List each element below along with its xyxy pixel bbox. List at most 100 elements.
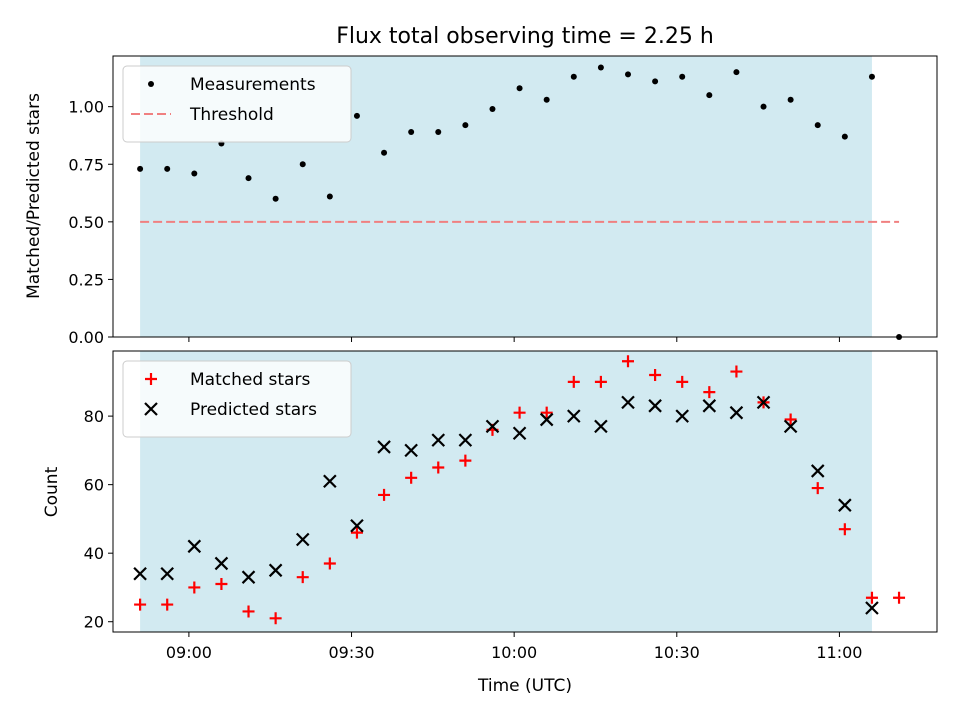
predicted-star-point — [783, 419, 798, 434]
predicted-star-point — [702, 399, 717, 413]
predicted-star-point — [675, 409, 689, 423]
y-tick-label: 20 — [84, 613, 104, 632]
matched-star-point — [134, 598, 147, 611]
y-tick-label: 60 — [84, 476, 104, 495]
axes-frame — [112, 350, 938, 633]
legend-measurements-marker — [148, 81, 154, 87]
predicted-star-point — [648, 399, 662, 413]
measurement-point — [868, 73, 875, 80]
legend-box — [122, 360, 352, 438]
matched-star-point — [161, 598, 174, 611]
y-tick-label: 1.00 — [68, 98, 104, 117]
matched-star-point — [350, 526, 363, 539]
matched-star-point — [323, 557, 336, 570]
measurement-point — [462, 122, 469, 129]
measurement-point — [408, 129, 415, 136]
measurement-point — [299, 161, 306, 168]
predicted-star-point — [241, 570, 256, 584]
measurement-point — [787, 96, 794, 103]
predicted-star-point — [295, 532, 310, 547]
predicted-star-point — [865, 601, 879, 615]
y-tick-label: 40 — [84, 544, 104, 563]
y-tick-label: 0.75 — [68, 155, 104, 174]
predicted-star-point — [539, 412, 554, 427]
predicted-star-point — [268, 563, 283, 578]
top-y-axis-label: Matched/Predicted stars — [24, 93, 44, 299]
matched-star-point — [296, 571, 309, 584]
measurement-point — [706, 92, 713, 99]
legend-matched-marker — [145, 373, 157, 385]
y-tick-label: 0.25 — [68, 270, 104, 289]
x-axis-label: Time (UTC) — [477, 676, 572, 696]
predicted-star-point — [512, 426, 527, 441]
predicted-star-point — [187, 539, 202, 554]
predicted-star-point — [377, 440, 391, 454]
measurement-point — [841, 133, 848, 140]
legend-box — [122, 65, 352, 143]
predicted-star-point — [133, 566, 147, 581]
measurement-point — [760, 103, 767, 110]
matched-star-point — [703, 386, 716, 399]
predicted-star-point — [756, 395, 771, 410]
matched-star-point — [594, 375, 607, 388]
x-tick-label: 10:00 — [491, 643, 537, 662]
matched-star-point — [188, 581, 201, 594]
matched-star-point — [405, 471, 418, 484]
measurement-point — [489, 105, 496, 112]
predicted-star-point — [594, 419, 608, 434]
predicted-star-point — [621, 395, 635, 410]
predicted-star-point — [567, 409, 581, 423]
measurement-point — [326, 193, 333, 200]
legend-label: Measurements — [190, 75, 316, 95]
y-tick-label: 80 — [84, 407, 104, 426]
matched-star-point — [784, 413, 797, 426]
measurement-point — [570, 73, 577, 80]
measurement-point — [679, 73, 686, 80]
measurement-point — [652, 78, 659, 85]
matched-star-point — [378, 488, 391, 501]
measurement-point — [164, 165, 171, 172]
matched-star-point — [649, 368, 662, 381]
x-tick-label: 10:30 — [654, 643, 700, 662]
legend-label: Matched stars — [190, 370, 310, 390]
predicted-star-point — [350, 518, 364, 533]
measurement-point — [435, 129, 442, 136]
chart-title: Flux total observing time = 2.25 h — [336, 24, 714, 49]
measurement-point — [137, 165, 144, 172]
matched-star-point — [622, 355, 634, 368]
measurement-point — [543, 96, 550, 103]
bottom-panel: 20 40 60 80 09:00 09:30 10:00 10:30 11:00 Matched… — [84, 350, 938, 662]
measurement-point — [733, 69, 740, 76]
top-panel: 0.00 0.25 0.50 0.75 1.00 Measurements Threshol… — [68, 55, 938, 347]
measurement-point — [516, 85, 523, 92]
matched-star-point — [432, 461, 445, 474]
predicted-star-point — [485, 419, 500, 434]
measurement-point — [597, 64, 604, 71]
measurement-point — [353, 112, 360, 119]
matched-star-point — [540, 406, 553, 419]
measurement-point — [625, 71, 631, 78]
matched-star-point — [865, 591, 878, 604]
matched-star-point — [676, 375, 689, 388]
y-tick-label: 0.00 — [68, 328, 104, 347]
predicted-star-point — [323, 474, 337, 488]
x-tick-label: 09:30 — [328, 643, 374, 662]
predicted-star-point — [431, 433, 446, 447]
legend-label: Predicted stars — [190, 400, 317, 420]
measurement-point — [381, 149, 388, 156]
axes-frame — [112, 55, 938, 338]
predicted-star-point — [838, 498, 852, 512]
measurement-point — [245, 175, 252, 182]
legend-predicted-marker — [144, 402, 158, 416]
bottom-y-axis-label: Count — [42, 466, 62, 517]
predicted-star-point — [729, 405, 744, 420]
predicted-star-point — [404, 443, 418, 458]
legend-label: Threshold — [189, 105, 274, 125]
predicted-star-point — [160, 566, 174, 581]
measurement-point — [272, 195, 279, 202]
matched-star-point — [811, 482, 824, 495]
matched-star-point — [215, 578, 228, 591]
predicted-star-point — [214, 556, 229, 571]
x-tick-label: 09:00 — [166, 643, 212, 662]
